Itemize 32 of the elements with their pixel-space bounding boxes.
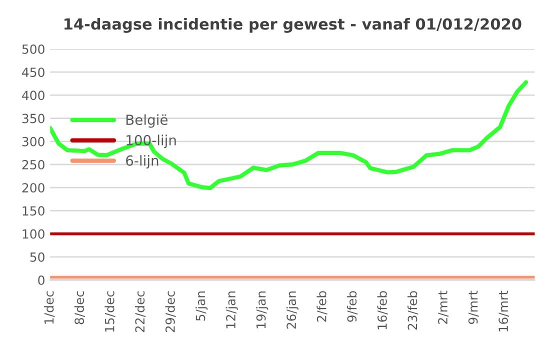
y-tick-label: 450 <box>22 68 44 78</box>
x-tick-label: 5/jan <box>196 291 208 321</box>
x-tick-label: 22/dec <box>134 291 146 332</box>
y-tick-label: 350 <box>22 114 44 124</box>
y-tick-label: 0 <box>38 275 44 285</box>
x-tick-label: 19/jan <box>256 291 268 328</box>
legend-label: 100-lijn <box>126 134 176 148</box>
y-tick-label: 250 <box>22 160 44 170</box>
chart-title: 14-daagse incidentie per gewest - vanaf 01/012/2020 <box>64 18 522 33</box>
y-tick-label: 150 <box>22 206 44 216</box>
x-tick-label: 15/dec <box>104 291 116 332</box>
y-tick-label: 300 <box>22 136 44 146</box>
x-tick-label: 1/dec <box>44 291 55 324</box>
y-tick-label: 200 <box>22 183 44 193</box>
x-tick-label: 12/jan <box>226 291 238 328</box>
x-tick-label: 26/jan <box>286 291 298 329</box>
y-tick-label: 500 <box>22 44 44 54</box>
x-tick-label: 16/feb <box>377 291 388 330</box>
x-tick-label: 29/dec <box>165 291 176 332</box>
legend-label: 6-lijn <box>126 155 158 169</box>
y-tick-label: 50 <box>30 252 44 262</box>
x-tick-label: 2/feb <box>316 291 328 322</box>
x-tick-label: 9/mrt <box>468 290 479 324</box>
x-tick-label: 2/mrt <box>438 290 448 324</box>
x-tick-label: 16/mrt <box>498 290 510 332</box>
legend-label: België <box>126 114 168 128</box>
line-series <box>50 80 528 190</box>
x-tick-label: 23/feb <box>408 291 418 330</box>
x-tick-label: 8/dec <box>74 291 86 324</box>
y-tick-label: 100 <box>22 229 44 239</box>
x-tick-label: 9/feb <box>346 291 358 322</box>
y-tick-label: 400 <box>22 90 44 100</box>
